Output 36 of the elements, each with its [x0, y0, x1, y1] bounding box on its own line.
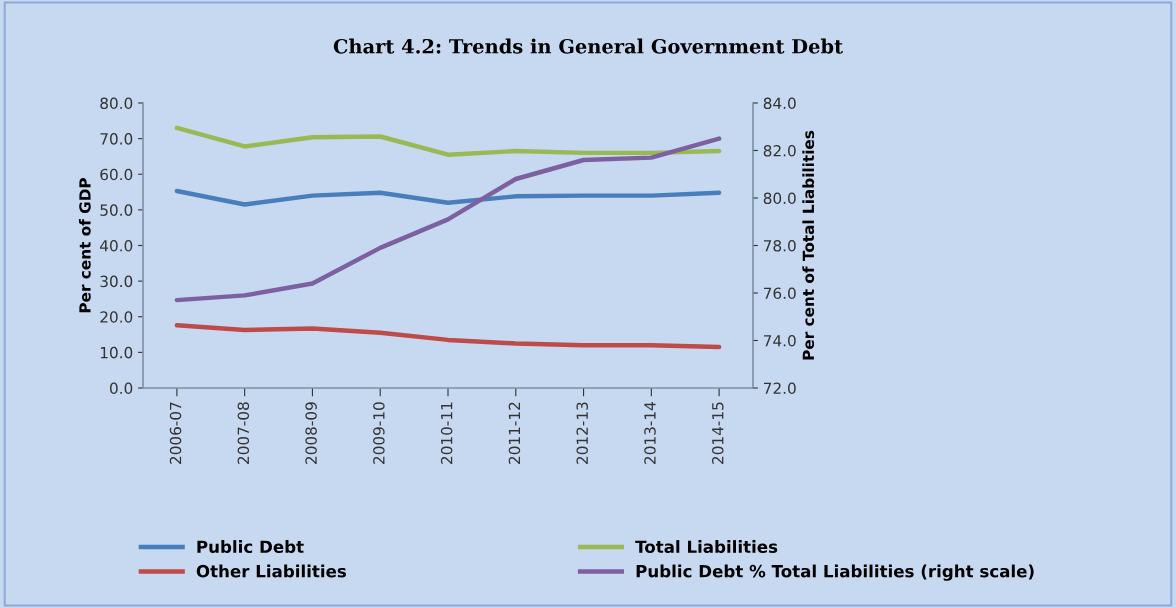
- line-series: [174, 125, 722, 157]
- x-tick-label: 2013-14: [644, 402, 656, 464]
- y-tick-label: 10.0: [100, 346, 133, 359]
- y2-axis-title: Per cent of Total Liabilities: [802, 130, 815, 360]
- x-tick-label: 2007-08: [237, 402, 250, 464]
- y2-tick-label: 76.0: [763, 287, 796, 300]
- x-tick-label: 2014-15: [711, 402, 724, 464]
- x-tick-label: 2011-12: [508, 402, 521, 464]
- y-tick-label: 0.0: [109, 382, 133, 395]
- x-tick-label: 2008-09: [305, 402, 317, 464]
- line-series: [174, 136, 722, 303]
- y-tick-label: 60.0: [100, 168, 133, 181]
- y-tick-label: 50.0: [100, 204, 133, 216]
- x-tick-label: 2006-07: [169, 402, 182, 464]
- y2-tick-label: 72.0: [763, 382, 796, 395]
- line-series: [174, 188, 722, 207]
- legend-label: Public Debt % Total Liabilities (right scale): [636, 564, 1034, 581]
- y2-tick-label: 82.0: [763, 144, 796, 157]
- x-tick-label: 2009-10: [373, 402, 385, 464]
- x-tick-label: 2012-13: [576, 402, 588, 464]
- chart-title: Chart 4.2: Trends in General Government Debt: [333, 38, 843, 54]
- y-tick-label: 80.0: [100, 97, 133, 110]
- y-axis-title: Per cent of GDP: [78, 178, 91, 313]
- y-tick-label: 20.0: [100, 311, 133, 323]
- y2-tick-label: 80.0: [763, 192, 796, 205]
- legend-label: Public Debt: [197, 540, 304, 554]
- legend-label: Other Liabilities: [196, 564, 347, 578]
- y2-tick-label: 78.0: [763, 239, 796, 252]
- y2-tick-label: 74.0: [763, 334, 796, 347]
- x-tick-label: 2010-11: [440, 402, 453, 464]
- legend-label: Total Liabilities: [635, 540, 778, 554]
- line-series: [174, 323, 722, 350]
- y-tick-label: 70.0: [100, 133, 133, 145]
- y-tick-label: 40.0: [100, 239, 133, 252]
- y-tick-label: 30.0: [100, 275, 133, 288]
- y2-tick-label: 84.0: [763, 97, 796, 110]
